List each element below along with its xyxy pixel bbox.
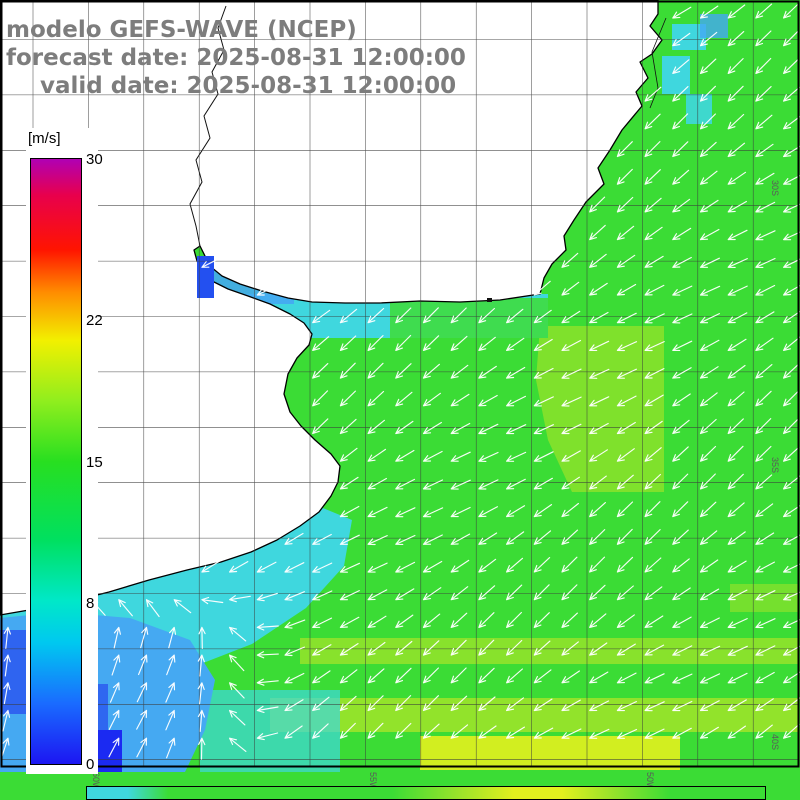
- latitude-label: 30S: [770, 180, 780, 196]
- model-title: modelo GEFS-WAVE (NCEP): [6, 17, 357, 43]
- colorbar-tick-label: 8: [86, 594, 95, 612]
- valid-date-line: valid date: 2025-08-31 12:00:00: [40, 73, 457, 99]
- colorbar-tick-label: 30: [86, 151, 103, 168]
- longitude-label: 55W: [368, 772, 378, 791]
- bottom-color-strip: [86, 786, 766, 800]
- latitude-label: 35S: [770, 457, 780, 473]
- axis-labels: 30S 35S 40S 60W 55W 50W: [91, 180, 780, 791]
- river-line: [189, 5, 227, 247]
- colorbar-tick-label: 22: [86, 312, 103, 330]
- ocean-patch: [420, 736, 680, 770]
- ocean-patch: [686, 94, 712, 124]
- estuary-water: [390, 298, 548, 338]
- colorbar-gradient: [30, 158, 82, 765]
- ocean-patch: [96, 730, 122, 772]
- colorbar-tick-label: 15: [86, 453, 103, 471]
- river-mouth-cell: [197, 256, 214, 298]
- colorbar-unit-label: [m/s]: [28, 130, 61, 147]
- ocean-patch: [200, 690, 340, 772]
- coastal-lagoon-line: [649, 17, 667, 109]
- title-block: modelo GEFS-WAVE (NCEP) forecast date: 2…: [6, 16, 466, 100]
- small-island: [487, 298, 492, 302]
- colorbar-tick-label: 0: [86, 756, 95, 773]
- longitude-label: 50W: [645, 772, 655, 791]
- map-frame: [0, 0, 800, 768]
- latitude-label: 40S: [770, 734, 780, 750]
- wave-direction-arrows: [0, 2, 800, 760]
- forecast-date-line: forecast date: 2025-08-31 12:00:00: [6, 45, 466, 71]
- ocean-patch: [270, 698, 798, 732]
- longitude-label: 60W: [91, 772, 101, 791]
- colorbar-panel: [m/s]: [26, 128, 98, 774]
